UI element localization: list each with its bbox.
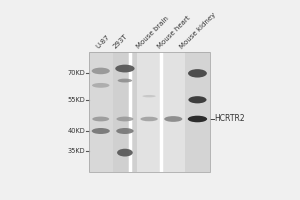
Ellipse shape [164,116,182,122]
Bar [137,52,161,172]
Ellipse shape [116,128,134,134]
Ellipse shape [140,117,158,121]
Bar [161,52,185,172]
Ellipse shape [188,69,207,78]
Text: Mouse brain: Mouse brain [135,16,170,50]
Text: HCRTR2: HCRTR2 [215,114,245,123]
Ellipse shape [117,149,133,157]
Ellipse shape [116,117,134,121]
Text: 40KD: 40KD [68,128,85,134]
Text: Mouse heart: Mouse heart [157,15,192,50]
Ellipse shape [115,65,135,72]
Ellipse shape [118,79,132,82]
Ellipse shape [92,117,109,121]
Bar [89,52,210,172]
Text: 70KD: 70KD [68,70,85,76]
Ellipse shape [92,83,110,88]
Text: 293T: 293T [112,33,129,50]
Ellipse shape [142,95,156,97]
Ellipse shape [92,68,110,74]
Text: U-87: U-87 [95,34,111,50]
Ellipse shape [92,128,110,134]
Bar [185,52,210,172]
Bar [113,52,137,172]
Text: Mouse kidney: Mouse kidney [179,12,217,50]
Ellipse shape [188,96,206,103]
Text: 35KD: 35KD [68,148,85,154]
Ellipse shape [188,116,207,122]
Bar [89,52,113,172]
Text: 55KD: 55KD [68,97,85,103]
